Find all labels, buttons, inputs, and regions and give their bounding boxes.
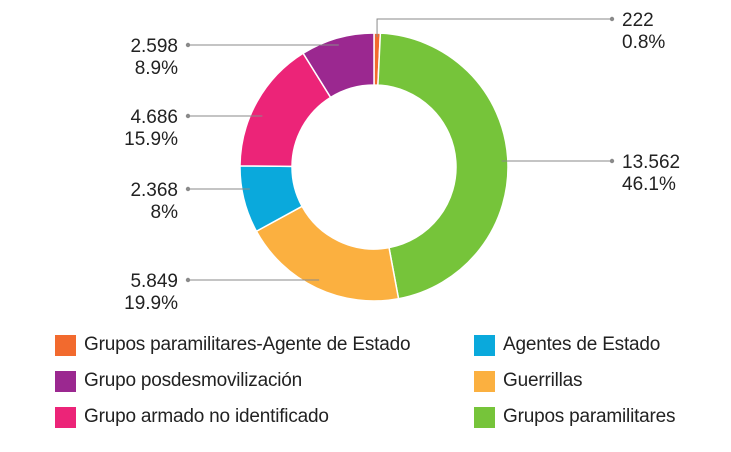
legend-swatch bbox=[55, 370, 76, 392]
leader-dot bbox=[185, 113, 191, 119]
leader-dot bbox=[609, 158, 615, 164]
legend-swatch bbox=[55, 334, 76, 356]
data-label-value: 2.598 bbox=[130, 36, 178, 57]
leader-line bbox=[376, 18, 612, 37]
slice-grupos-paramilitares bbox=[377, 32, 509, 300]
legend-item-grupos-paramilitares: Grupos paramilitares bbox=[474, 405, 676, 429]
legend-item-grupos-paramilitares-agente-de-estado: Grupos paramilitares-Agente de Estado bbox=[55, 333, 411, 357]
data-label-value: 13.562 bbox=[622, 152, 680, 173]
data-label-percent: 8.9% bbox=[135, 58, 178, 79]
leader-dot bbox=[609, 16, 615, 22]
legend-label: Grupos paramilitares bbox=[503, 406, 676, 427]
legend-swatch bbox=[474, 406, 495, 428]
data-label-percent: 19.9% bbox=[124, 293, 178, 314]
legend-item-grupo-posdesmovilizacion: Grupo posdesmovilización bbox=[55, 369, 302, 393]
data-label-percent: 46.1% bbox=[622, 174, 676, 195]
legend-label: Grupo armado no identificado bbox=[84, 406, 329, 427]
data-label-value: 222 bbox=[622, 10, 654, 31]
leader-dot bbox=[185, 186, 191, 192]
legend-label: Guerrillas bbox=[503, 370, 583, 391]
legend-label: Grupo posdesmovilización bbox=[84, 370, 303, 391]
data-label-percent: 0.8% bbox=[622, 32, 665, 53]
legend-swatch bbox=[474, 334, 495, 356]
legend-label: Grupos paramilitares-Agente de Estado bbox=[84, 334, 411, 355]
legend-item-agentes-de-estado: Agentes de Estado bbox=[474, 333, 660, 357]
legend-swatch bbox=[474, 370, 495, 392]
data-label-value: 2.368 bbox=[130, 180, 178, 201]
leader-dot bbox=[185, 42, 191, 48]
legend-item-guerrillas: Guerrillas bbox=[474, 369, 583, 393]
data-label-value: 4.686 bbox=[130, 107, 178, 128]
legend-item-grupo-armado-no-identificado: Grupo armado no identificado bbox=[55, 405, 329, 429]
data-label-value: 5.849 bbox=[130, 271, 178, 292]
legend-label: Agentes de Estado bbox=[503, 334, 661, 355]
data-label-percent: 15.9% bbox=[124, 129, 178, 150]
data-label-percent: 8% bbox=[151, 202, 179, 223]
legend-swatch bbox=[55, 406, 76, 428]
slice-guerrillas bbox=[255, 205, 400, 302]
slice-grupo-posdesmovilizacion bbox=[302, 32, 375, 99]
leader-dot bbox=[185, 277, 191, 283]
